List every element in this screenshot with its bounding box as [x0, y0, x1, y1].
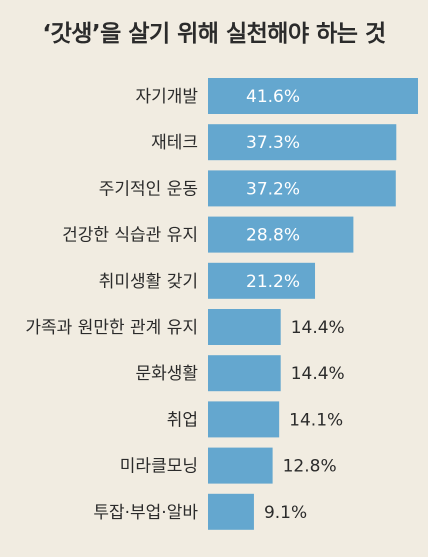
- bar-2: [208, 170, 396, 207]
- bar-4: [208, 262, 316, 299]
- category-label-9: 투잡·부업·알바: [93, 503, 198, 523]
- category-label-2: 주기적인 운동: [99, 179, 198, 199]
- bar-0: [208, 78, 418, 114]
- bar-5: [208, 309, 281, 345]
- bar-9: [208, 493, 254, 530]
- value-label-6: 14.4%: [291, 364, 345, 384]
- category-label-5: 가족과 원만한 관계 유지: [25, 318, 198, 338]
- category-label-7: 취업: [167, 410, 198, 430]
- category-label-1: 재테크: [151, 133, 198, 153]
- value-label-8: 12.8%: [283, 457, 337, 477]
- bar-6: [208, 355, 281, 392]
- category-label-3: 건강한 식습관 유지: [62, 226, 198, 246]
- bar-8: [208, 447, 273, 484]
- value-label-9: 9.1%: [264, 503, 307, 523]
- value-label-4: 21.2%: [246, 272, 300, 292]
- value-label-0: 41.6%: [246, 87, 300, 107]
- bar-1: [208, 124, 397, 161]
- bar-3: [208, 216, 354, 253]
- value-label-7: 14.1%: [289, 410, 343, 430]
- category-label-8: 미라클모닝: [120, 457, 198, 477]
- bar-7: [208, 401, 280, 438]
- chart-title: ‘갓생’을 살기 위해 실천해야 하는 것: [42, 21, 386, 47]
- category-label-0: 자기개발: [135, 87, 198, 107]
- category-label-6: 문화생활: [135, 364, 198, 384]
- value-label-2: 37.2%: [246, 179, 300, 199]
- category-label-4: 취미생활 갖기: [99, 272, 198, 292]
- value-label-3: 28.8%: [246, 226, 300, 246]
- value-label-1: 37.3%: [246, 133, 300, 153]
- value-label-5: 14.4%: [291, 318, 345, 338]
